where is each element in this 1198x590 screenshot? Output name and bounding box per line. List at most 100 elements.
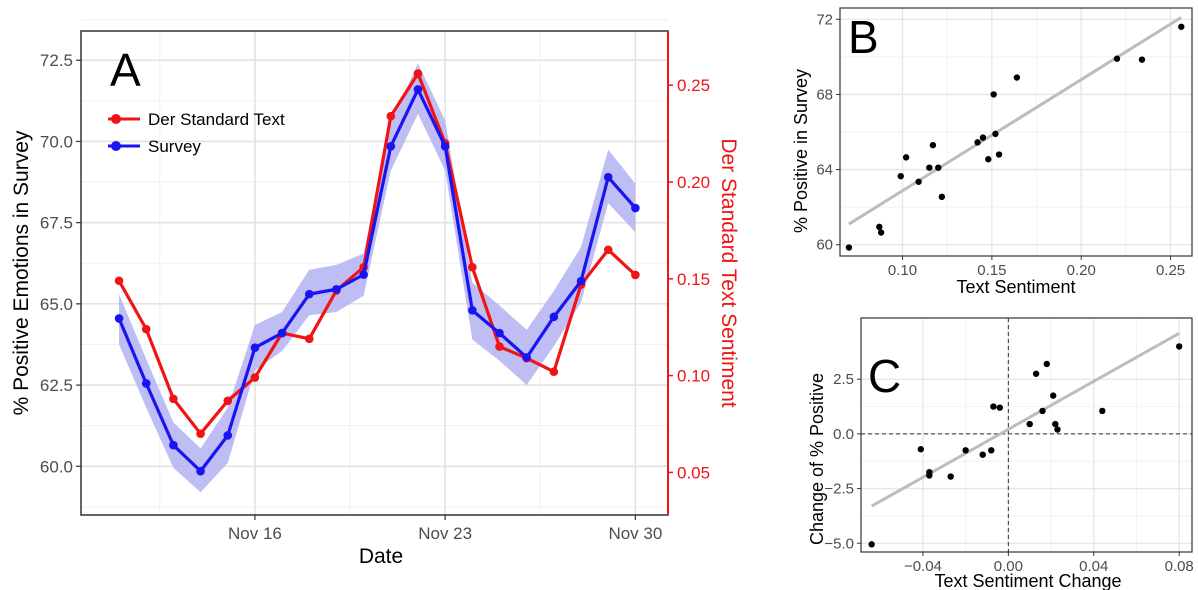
y-tick-label: 60 [816,237,833,254]
scatter-point [1099,407,1106,415]
x-tick-label: Nov 23 [418,524,472,543]
scatter-point [1032,370,1040,377]
y-axis-label: % Positive Emotions in Survey [10,130,33,415]
x-axis-ticks: Nov 16 Nov 23 Nov 30 [228,515,662,543]
scatter-point [1178,23,1185,30]
point-der-standard-text [196,429,205,438]
point-survey [576,276,586,286]
scatter-point [974,139,981,146]
scatter-point [876,223,883,231]
point-survey [277,328,287,338]
series-line-survey [117,87,637,473]
point-survey [359,270,368,279]
panel-b-grid [840,8,1192,256]
scatter-point [938,193,946,201]
scatter-point [995,151,1003,158]
point-der-standard-text [169,394,178,404]
y-tick-label: 62.5 [40,376,73,395]
scatter-point [1013,74,1021,81]
panel-b-y-ticks: 60 64 68 72 [816,11,840,254]
point-der-standard-text [468,262,477,272]
panel-c-fit-line [870,332,1180,508]
point-der-standard-text [304,334,314,344]
y-tick-label: 2.5 [833,371,854,388]
panel-c-x-label: Text Sentiment Change [934,571,1121,590]
point-der-standard-text [603,245,613,255]
panel-b: 0.10 0.15 0.20 0.25 60 64 68 72 B Text Sentime… [791,7,1193,297]
y-tick-label: 67.5 [40,214,73,233]
point-survey [169,440,178,450]
legend-item-survey: Survey [108,137,201,156]
y2-axis-label: Der Standard Text Sentiment [717,138,740,407]
x-tick-label: Nov 30 [608,524,662,543]
scatter-point [1175,343,1183,350]
y-tick-label: −5.0 [824,535,854,552]
panel-a: 60.0 62.5 65.0 67.5 70.0 72.5 0.05 0.10 0.15 0.2… [10,19,740,568]
y-tick-label: 72 [816,11,833,28]
point-survey [386,142,396,151]
panel-c-x-ticks: −0.04 0.00 0.04 0.08 [904,552,1194,575]
x-tick-label: Nov 16 [228,524,282,543]
x-tick-label: −0.04 [904,558,942,575]
y2-tick-label: 0.10 [677,367,710,386]
point-der-standard-text [549,367,559,377]
scatter-point [1049,392,1057,399]
legend-marker-text [111,114,121,124]
scatter-point [988,447,995,454]
y-tick-label: 68 [816,86,833,103]
point-survey [631,203,640,213]
point-survey [223,431,233,440]
scatter-point [996,404,1004,411]
scatter-point [926,472,933,479]
scatter-point [1138,56,1146,63]
point-survey [495,328,504,338]
panel-letter-b: B [848,11,879,63]
panel-b-x-ticks: 0.10 0.15 0.20 0.25 [888,256,1185,279]
scatter-point [868,541,875,548]
y2-tick-label: 0.05 [677,463,710,482]
y-tick-label: 64 [816,162,833,179]
panel-letter-a: A [110,44,141,96]
scatter-point [917,446,924,453]
panel-b-y-label: % Positive in Survey [791,69,811,233]
series-line-der-standard-text [117,71,637,436]
scatter-point [929,141,937,149]
panel-b-frame [839,7,1193,257]
scatter-point [902,154,910,161]
panel-c-y-ticks: −5.0 −2.5 0.0 2.5 [824,371,861,552]
scatter-point [1026,420,1033,428]
y-tick-label: 65.0 [40,295,73,314]
scatter-point [1052,420,1059,428]
scatter-point [962,447,969,454]
legend-label-survey: Survey [148,137,201,156]
point-der-standard-text [141,324,151,334]
legend-item-text: Der Standard Text [108,110,285,129]
legend-marker-survey [111,141,121,151]
y-tick-label: 70.0 [40,132,73,151]
scatter-point [990,403,997,410]
scatter-point [979,451,986,458]
panel-letter-c: C [868,350,901,402]
point-survey [468,306,477,315]
panel-b-fit-line [848,16,1183,226]
scatter-point [985,156,992,163]
x-tick-label: 0.10 [888,262,917,279]
y-tick-label: 72.5 [40,51,73,70]
x-axis-label: Date [359,545,403,568]
scatter-point [877,229,885,236]
point-survey [522,353,531,362]
point-survey [440,142,450,151]
x-tick-label: 0.25 [1156,262,1185,279]
point-survey [114,314,124,323]
x-tick-label: 0.00 [994,558,1023,575]
scatter-point [845,244,853,251]
point-survey [332,284,341,294]
point-survey [304,289,314,299]
point-der-standard-text [223,396,233,406]
point-der-standard-text [631,270,640,280]
point-der-standard-text [386,111,396,121]
point-survey [196,466,205,476]
legend-label-text: Der Standard Text [148,110,285,129]
y-tick-label: 0.0 [833,426,854,443]
